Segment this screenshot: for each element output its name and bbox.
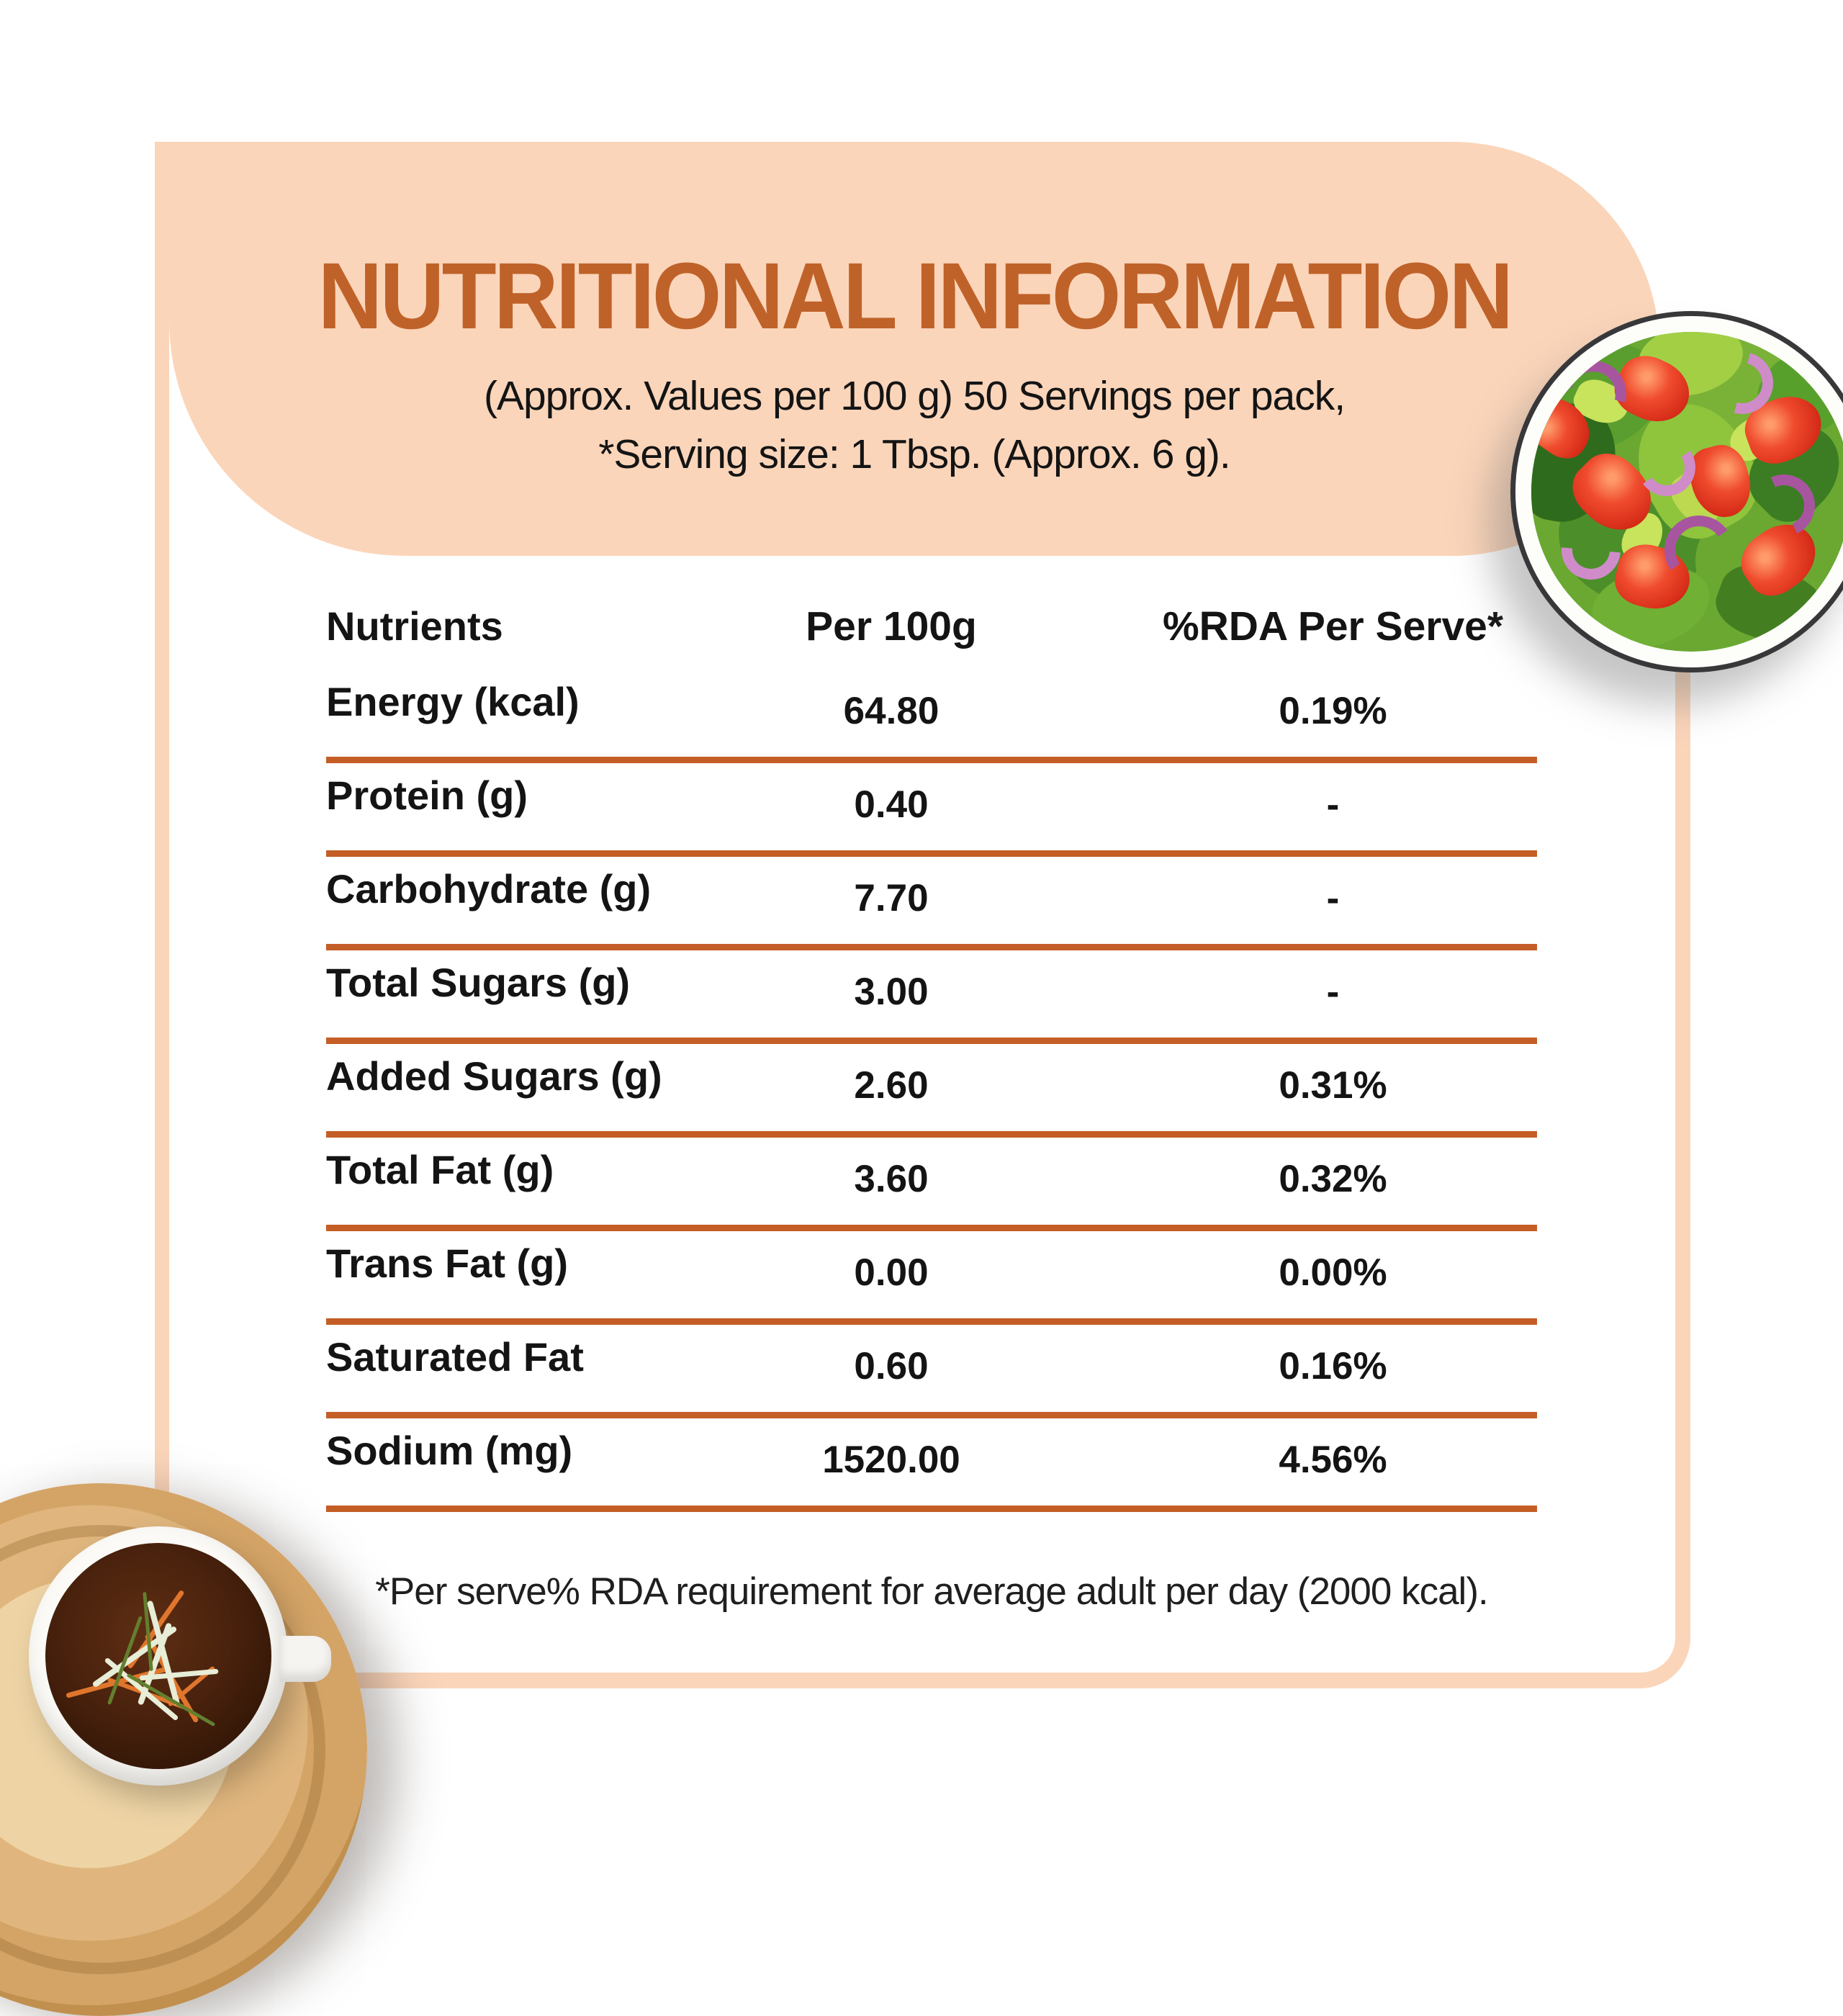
table-row: Sodium (mg) 1520.00 4.56%	[326, 1418, 1537, 1512]
nutrient-rda: -	[1326, 877, 1340, 919]
table-row: Added Sugars (g) 2.60 0.31%	[326, 1044, 1537, 1138]
nutrient-label: Carbohydrate (g)	[326, 866, 652, 912]
serving-info-line2: *Serving size: 1 Tbsp. (Approx. 6 g).	[598, 431, 1231, 477]
col-header-rda: %RDA Per Serve*	[1162, 603, 1504, 649]
table-row: Energy (kcal) 64.80 0.19%	[326, 670, 1537, 763]
nutrition-table: Nutrients Per 100g %RDA Per Serve* Energ…	[326, 594, 1537, 1512]
nutrient-per-100g: 0.40	[854, 783, 929, 826]
table-header-row: Nutrients Per 100g %RDA Per Serve*	[326, 594, 1537, 670]
nutrient-label: Protein (g)	[326, 773, 528, 818]
rda-footnote: *Per serve% RDA requirement for average …	[375, 1570, 1488, 1613]
col-header-per-100g: Per 100g	[806, 603, 977, 649]
nutrient-per-100g: 64.80	[843, 690, 939, 732]
nutrient-per-100g: 3.00	[854, 971, 929, 1013]
serving-info: (Approx. Values per 100 g) 50 Servings p…	[169, 367, 1659, 484]
table-row: Saturated Fat 0.60 0.16%	[326, 1325, 1537, 1418]
table-row: Trans Fat (g) 0.00 0.00%	[326, 1231, 1537, 1325]
nutrient-per-100g: 1520.00	[822, 1439, 960, 1481]
nutrient-per-100g: 0.60	[854, 1345, 929, 1387]
serving-info-line1: (Approx. Values per 100 g) 50 Servings p…	[483, 373, 1346, 419]
nutrient-rda: 0.19%	[1279, 690, 1387, 732]
nutrient-label: Total Sugars (g)	[326, 960, 631, 1005]
nutrient-rda: 4.56%	[1279, 1439, 1387, 1481]
nutrient-rda: 0.31%	[1279, 1064, 1387, 1107]
salad-greens	[1531, 332, 1843, 652]
nutrient-label: Total Fat (g)	[326, 1147, 554, 1192]
soup-cup-handle	[279, 1636, 331, 1682]
nutrient-per-100g: 2.60	[854, 1064, 929, 1107]
soup-liquid	[45, 1543, 271, 1769]
border-gap	[1673, 140, 1693, 320]
nutrient-rda: -	[1326, 783, 1340, 826]
nutrient-per-100g: 3.60	[854, 1158, 929, 1200]
nutrient-rda: 0.32%	[1279, 1158, 1387, 1200]
nutrient-label: Added Sugars (g)	[326, 1053, 662, 1099]
table-row: Total Fat (g) 3.60 0.32%	[326, 1138, 1537, 1231]
nutrient-label: Energy (kcal)	[326, 679, 580, 724]
table-row: Carbohydrate (g) 7.70 -	[326, 857, 1537, 950]
nutrient-per-100g: 7.70	[854, 877, 929, 919]
table-row: Protein (g) 0.40 -	[326, 763, 1537, 857]
salad-bowl-photo	[1510, 311, 1843, 672]
nutrient-label: Saturated Fat	[326, 1334, 584, 1380]
nutrition-label-page: { "header": { "title": "NUTRITIONAL INFO…	[0, 140, 1843, 2016]
table-row: Total Sugars (g) 3.00 -	[326, 950, 1537, 1044]
header-banner: NUTRITIONAL INFORMATION (Approx. Values …	[169, 142, 1659, 556]
nutrient-rda: 0.16%	[1279, 1345, 1387, 1387]
nutrient-per-100g: 0.00	[854, 1251, 929, 1294]
col-header-nutrients: Nutrients	[326, 603, 503, 649]
nutrient-label: Sodium (mg)	[326, 1428, 573, 1473]
page-title: NUTRITIONAL INFORMATION	[317, 243, 1513, 348]
nutrient-rda: -	[1326, 971, 1340, 1013]
nutrient-rda: 0.00%	[1279, 1251, 1387, 1294]
nutrient-label: Trans Fat (g)	[326, 1241, 569, 1286]
